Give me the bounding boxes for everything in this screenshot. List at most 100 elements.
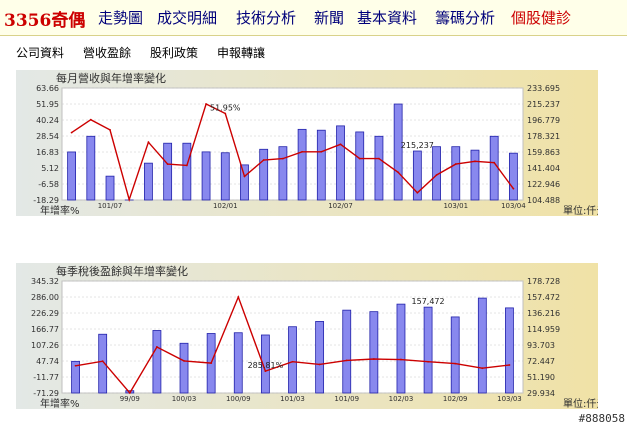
unit-label: 單位:仟元 [563,397,598,409]
line-point-101/11 [185,164,188,167]
bar-102/09 [374,135,384,201]
line-point-102/03 [400,358,402,361]
y-tick-right: 104.488 [527,196,560,205]
monthly-revenue-chart: 63.66 51.95 40.24 28.54 16.83 5.12 -6.58 -18.29… [16,70,606,217]
bar-102/02 [240,164,249,201]
y-tick-right: 29.934 [527,389,555,398]
sub-navigation: 公司資料 營收盈餘 股利政策 申報轉讓 [0,36,627,64]
bar-102/01 [220,152,230,201]
nav-trade-detail[interactable]: 成交明細 [157,9,218,27]
line-point-100/09 [237,296,240,298]
bar-99/06 [98,333,108,394]
watermark: #888058 [578,412,625,425]
x-tick-label: 102/09 [443,395,468,403]
line-point-101/12 [205,103,207,105]
line-point-99/09 [128,392,131,394]
y-tick-left: 63.66 [36,84,59,93]
nav-stock-diagnosis[interactable]: 個股健診 [511,9,572,27]
bar-102/03 [259,148,269,201]
y-tick-right: 122.946 [527,180,560,189]
top-navigation: 3356奇偶 走勢圖 成交明細 技術分析 新聞 基本資料 籌碼分析 個股健診 [0,0,627,36]
bar-102/06 [316,129,326,201]
y-axis-label: 年增率% [40,397,80,409]
y-tick-left: 5.12 [41,164,59,173]
x-tick-label: 101/09 [334,395,359,403]
line-point-101/08 [128,198,131,201]
x-tick-label: 103/01 [443,202,468,210]
y-tick-left: 51.95 [36,100,59,109]
bar-102/10 [393,103,403,201]
growth-rate-line [71,103,514,203]
monthly-chart-svg: 63.66 51.95 40.24 28.54 16.83 5.12 -6.58 -18.29… [16,70,606,217]
line-point-99/06 [101,360,104,363]
line-point-102/10 [397,171,400,174]
nav-basic-info[interactable]: 基本資料 [357,9,418,27]
line-point-101/12 [372,358,375,360]
y-tick-left: -18.29 [33,196,59,205]
y-tick-left: 16.83 [36,148,59,157]
bar-100/09 [233,332,243,394]
x-tick-label: 102/03 [389,395,414,403]
line-point-99/12 [156,346,158,348]
subnav-dividend-policy[interactable]: 股利政策 [150,46,199,60]
x-tick-label: 102/07 [328,202,353,210]
bar-101/12 [369,311,379,394]
bar-99/12 [152,330,162,394]
line-point-102/09 [378,157,380,160]
y-tick-right: 114.959 [527,325,560,334]
x-tick-label: 101/03 [280,395,305,403]
line-point-101/10 [166,163,169,165]
data-label: 157,472 [412,297,445,306]
y-tick-right: 178.321 [527,132,560,141]
nav-trend[interactable]: 走勢圖 [98,9,144,27]
line-point-102/03 [262,159,265,161]
nav-chip-analysis[interactable]: 籌碼分析 [435,9,496,27]
line-point-103/01 [454,163,457,165]
y-tick-left: -71.29 [33,389,59,398]
quarterly-chart-svg: 345.32 286.00 226.29 166.77 107.26 47.74 -11.7… [16,263,606,410]
line-point-100/03 [183,360,185,362]
bar-102/03 [396,303,406,394]
line-point-102/11 [416,191,419,194]
plot-area [61,87,524,201]
line-point-101/06 [89,118,92,121]
y-tick-right: 136.216 [527,309,560,318]
bar-101/12 [201,151,211,201]
nav-news[interactable]: 新聞 [314,9,345,27]
line-point-102/07 [339,143,342,146]
y-tick-right: 196.779 [527,116,560,125]
line-point-100/12 [264,370,267,373]
data-label: 51.95% [210,104,241,113]
line-point-99/03 [74,364,77,367]
line-point-102/04 [281,157,284,160]
bar-102/05 [297,128,307,201]
chart-title: 每季稅後盈餘與年增率變化 [56,264,188,278]
bar-102/08 [355,131,365,201]
subnav-declaration-transfer[interactable]: 申報轉讓 [217,46,266,60]
y-tick-left: 107.26 [31,341,59,350]
x-tick-label: 100/03 [172,395,197,403]
y-tick-left: 166.77 [31,325,59,334]
x-tick-label: 101/07 [98,202,123,210]
line-point-102/12 [435,174,438,176]
bar-101/07 [105,175,115,201]
y-tick-right: 233.695 [527,84,560,93]
subnav-revenue-earnings[interactable]: 營收盈餘 [83,46,132,60]
y-tick-left: -11.77 [33,373,59,382]
bar-100/12 [260,334,270,394]
line-point-101/09 [147,141,150,144]
line-point-101/07 [109,129,111,131]
bar-101/09 [144,162,153,201]
bar-103/01 [451,146,461,201]
bar-103/04 [508,152,518,201]
nav-technical-analysis[interactable]: 技術分析 [236,9,297,27]
bar-102/09 [450,316,460,394]
y-tick-right: 141.404 [527,164,560,173]
y-tick-left: 40.24 [36,116,59,125]
line-point-103/03 [508,364,511,366]
line-point-102/06 [320,150,323,153]
data-label: 285.81% [248,361,284,370]
bar-103/03 [489,135,499,201]
stock-title[interactable]: 3356奇偶 [4,11,86,31]
subnav-company-info[interactable]: 公司資料 [16,46,65,60]
